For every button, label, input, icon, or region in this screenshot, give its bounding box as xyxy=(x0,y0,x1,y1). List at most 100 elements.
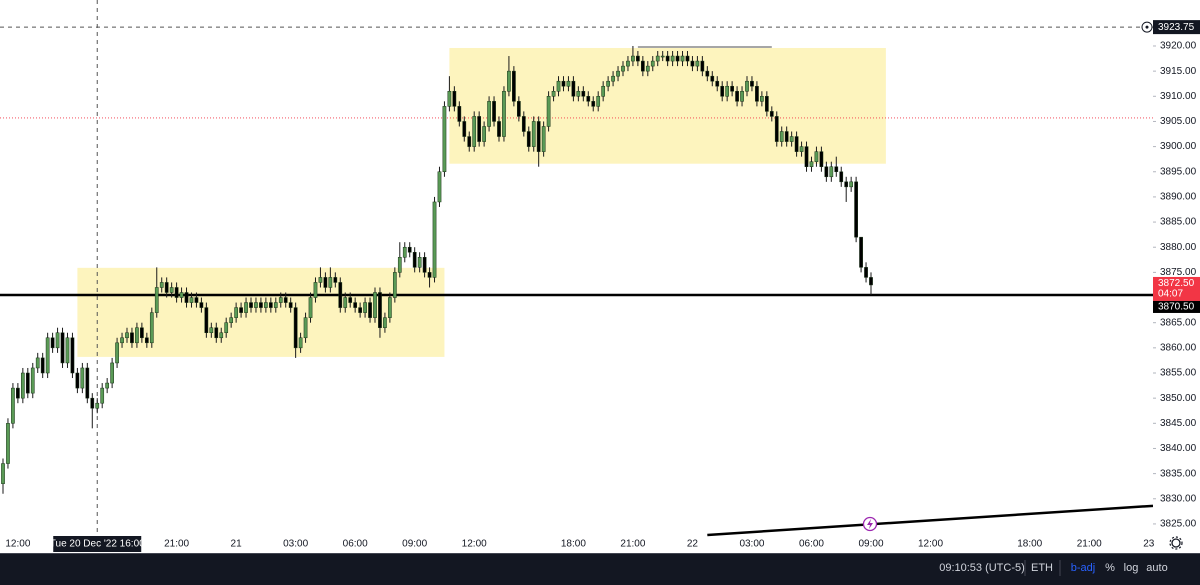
candle-body xyxy=(512,70,516,102)
candle-body xyxy=(392,272,397,298)
session-button[interactable]: ETH xyxy=(1031,562,1053,574)
candle-body xyxy=(487,101,491,127)
candle-body xyxy=(457,106,462,122)
candle-body xyxy=(755,85,759,102)
candle-body xyxy=(636,55,640,62)
x-tick-label: 12:00 xyxy=(462,539,487,550)
crosshair-time-box xyxy=(53,536,142,552)
alert-icon-bolt xyxy=(867,519,873,529)
y-tick-label: 3915.00 xyxy=(1160,66,1197,77)
candle-body xyxy=(402,246,407,258)
candle-body xyxy=(209,327,214,334)
y-tick-label: 3830.00 xyxy=(1160,493,1197,504)
gear-icon[interactable] xyxy=(1171,538,1181,548)
candle-body xyxy=(323,277,328,288)
candle-body xyxy=(586,96,591,102)
candle-body xyxy=(660,55,665,58)
gear-teeth[interactable] xyxy=(1169,536,1183,550)
candle-body xyxy=(30,367,35,394)
candle-body xyxy=(507,70,511,92)
candle-body xyxy=(115,342,119,364)
candle-body xyxy=(859,236,863,268)
candle-body xyxy=(745,80,749,92)
candle-body xyxy=(700,60,705,72)
candle-body xyxy=(313,282,318,298)
candle-body xyxy=(268,302,273,308)
candle-body xyxy=(70,337,75,374)
candle-body xyxy=(35,357,40,369)
y-tick-label: 3835.00 xyxy=(1160,468,1197,479)
candle-body xyxy=(685,55,690,62)
candle-body xyxy=(308,297,313,318)
y-tick-label: 3890.00 xyxy=(1160,192,1197,203)
candle-body xyxy=(834,166,839,173)
x-tick-label: 21:00 xyxy=(1077,539,1102,550)
candle-body xyxy=(735,91,739,102)
candle-body xyxy=(149,312,154,344)
candle-body xyxy=(591,101,596,107)
candle-body xyxy=(293,307,298,349)
candle-body xyxy=(90,397,95,409)
y-tick-label: 3865.00 xyxy=(1160,317,1197,328)
x-tick-label: 21 xyxy=(231,539,243,550)
x-tick-label: 22 xyxy=(687,539,699,550)
candle-body xyxy=(368,302,372,318)
clock: 09:10:53 (UTC-5) xyxy=(939,562,1025,574)
candle-body xyxy=(531,121,536,147)
candle-body xyxy=(20,372,25,399)
y-tick-label: 3880.00 xyxy=(1160,242,1197,253)
candle-body xyxy=(164,282,169,293)
candle-body xyxy=(675,55,680,62)
candle-body xyxy=(551,91,556,97)
y-tick-label: 3885.00 xyxy=(1160,217,1197,228)
candle-body xyxy=(55,332,60,349)
x-tick-label: 21:00 xyxy=(620,539,645,550)
y-tick-label: 3910.00 xyxy=(1160,91,1197,102)
last-price-label: 3872.50 xyxy=(1158,278,1195,289)
candle-body xyxy=(829,166,834,178)
candle-body xyxy=(273,302,278,308)
candle-body xyxy=(571,80,576,97)
candle-body xyxy=(760,96,764,102)
candle-body xyxy=(839,171,844,183)
candle-body xyxy=(606,80,610,87)
percent-button[interactable]: % xyxy=(1105,562,1115,574)
candle-body xyxy=(536,121,541,152)
candle-body xyxy=(521,116,526,132)
candle-body xyxy=(397,257,402,273)
candle-body xyxy=(254,302,258,308)
candle-body xyxy=(566,80,571,87)
candle-body xyxy=(194,297,199,303)
candle-body xyxy=(407,246,412,253)
candle-body xyxy=(844,181,849,188)
candle-body xyxy=(556,80,561,92)
candle-body xyxy=(526,131,531,147)
candle-body xyxy=(318,277,323,283)
candle-body xyxy=(40,357,45,374)
settings-gear[interactable] xyxy=(1169,536,1183,550)
candle-body xyxy=(135,327,139,344)
candle-body xyxy=(259,302,263,308)
crosshair-price: 3923.75 xyxy=(1158,22,1195,33)
candle-body xyxy=(214,327,219,339)
candle-body xyxy=(264,302,268,308)
crosshair-icon-dot xyxy=(1145,25,1149,29)
candle-body xyxy=(650,60,655,67)
candle-body xyxy=(422,257,427,273)
candle-body xyxy=(85,367,90,399)
candle-body xyxy=(462,121,467,137)
candle-body xyxy=(50,337,55,349)
candle-body xyxy=(130,332,134,344)
candle-body xyxy=(477,116,482,142)
y-tick-label: 3920.00 xyxy=(1160,41,1197,52)
y-tick-label: 3900.00 xyxy=(1160,141,1197,152)
crosshair-price-box xyxy=(1153,20,1200,35)
log-button[interactable]: log xyxy=(1124,562,1139,574)
adjust-button[interactable]: b-adj xyxy=(1071,562,1095,574)
auto-button[interactable]: auto xyxy=(1146,562,1167,574)
candle-body xyxy=(60,332,65,364)
y-tick-label: 3860.00 xyxy=(1160,342,1197,353)
candle-body xyxy=(278,297,283,303)
candle-body xyxy=(140,327,144,339)
candle-body xyxy=(383,317,387,328)
